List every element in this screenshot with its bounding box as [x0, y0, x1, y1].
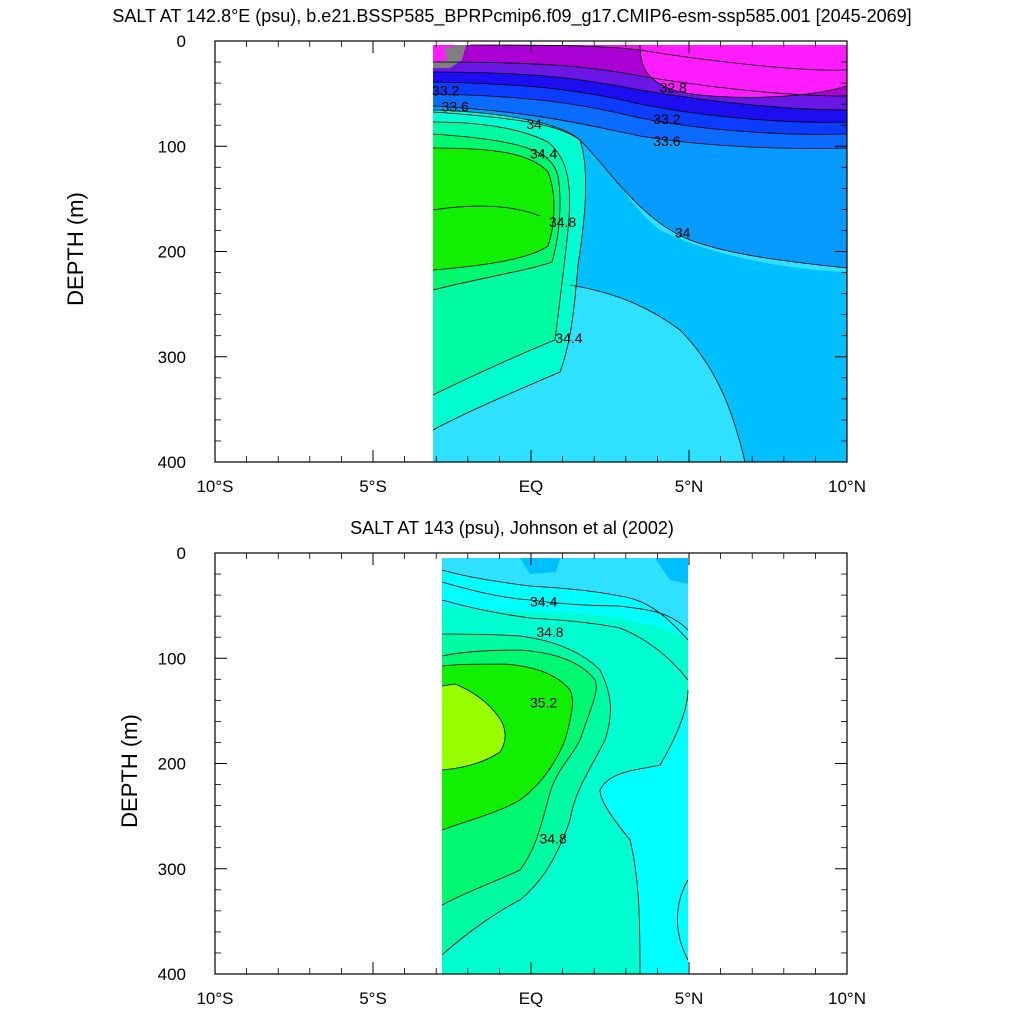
- bottom-x-tick-label: 10°S: [196, 989, 233, 1008]
- top-contour-line: [432, 105, 848, 149]
- bottom-panel-salinity-fill: [441, 558, 689, 975]
- top-y-tick-label: 200: [158, 243, 186, 262]
- top-contour-label: 34.4: [555, 330, 582, 346]
- contour-labels-layer: 32.833.233.633.233.63434.43434.834.434.4…: [432, 79, 691, 846]
- top-contour-line: [432, 93, 848, 135]
- bottom-contour-label: 35.2: [530, 695, 557, 711]
- top-y-tick-label: 100: [158, 137, 186, 156]
- bottom-contour-line: [441, 663, 573, 831]
- top-contour-line: [432, 205, 541, 217]
- bottom-y-tick-label: 400: [158, 965, 186, 984]
- top-contour-line: [432, 111, 848, 269]
- top-contour-line: [432, 109, 587, 431]
- bottom-fill-cyan-light: [442, 558, 688, 640]
- bottom-fill-sky-patch-2: [655, 558, 688, 584]
- bottom-x-tick-label: 5°N: [675, 989, 704, 1008]
- top-contour-line: [432, 61, 848, 97]
- bottom-contour-label: 34.8: [536, 624, 563, 640]
- bottom-y-tick-label: 300: [158, 860, 186, 879]
- top-x-tick-label: 5°N: [675, 477, 704, 496]
- bottom-fill-cyan-band: [442, 582, 688, 680]
- top-contour-line: [432, 133, 561, 291]
- top-contour-line: [432, 121, 571, 396]
- top-contour-line: [432, 81, 848, 123]
- top-contour-line: [432, 71, 848, 111]
- bottom-contour-line: [441, 581, 689, 631]
- bottom-contour-label: 34.4: [530, 593, 557, 609]
- bottom-fill-sky-patch: [520, 558, 560, 574]
- chart-title-bottom: SALT AT 143 (psu), Johnson et al (2002): [350, 518, 674, 538]
- top-contour-label: 34.8: [549, 214, 576, 230]
- bottom-x-tick-label: EQ: [519, 989, 544, 1008]
- bottom-contour-line: [677, 879, 689, 961]
- bottom-contour-label: 34.8: [539, 830, 566, 846]
- top-contour-label: 33.6: [442, 98, 469, 114]
- top-contour-label: 34: [675, 225, 691, 241]
- bottom-contour-lines: [441, 569, 689, 975]
- top-contour-label: 33.6: [653, 133, 680, 149]
- top-fill-gray-inner: [444, 46, 462, 64]
- top-axes: 10°S 5°S EQ 5°N 10°N 0 100 200 300 400: [158, 32, 866, 496]
- bottom-contour-line: [441, 569, 689, 641]
- bottom-axes: 10°S 5°S EQ 5°N 10°N 0 100 200 300 400: [158, 544, 866, 1008]
- bottom-contour-line: [599, 689, 689, 975]
- top-contour-line: [569, 284, 746, 463]
- bottom-y-tick-label: 0: [177, 544, 186, 563]
- bottom-y-tick-label: 200: [158, 755, 186, 774]
- bottom-y-tick-label: 100: [158, 649, 186, 668]
- top-contour-line: [432, 147, 555, 271]
- top-fill-sky: [433, 100, 847, 462]
- bottom-contour-labels: 34.4 34.8 35.2 34.8: [530, 593, 567, 846]
- bottom-contour-line: [441, 633, 611, 956]
- top-contour-label: 32.8: [660, 79, 687, 95]
- top-x-tick-label: 5°S: [359, 477, 387, 496]
- bottom-contour-line: [441, 683, 506, 771]
- top-contour-label: 34: [526, 116, 542, 132]
- top-contour-line: [639, 44, 848, 98]
- bottom-contour-line: [441, 599, 689, 681]
- bottom-contour-line: [441, 649, 597, 906]
- top-x-tick-label: 10°S: [196, 477, 233, 496]
- axes-layer: 10°S 5°S EQ 5°N 10°N 0 100 200 300 400 10°S 5°S EQ 5°…: [158, 32, 866, 1008]
- top-y-tick-label: 400: [158, 453, 186, 472]
- bottom-x-tick-label: 5°S: [359, 989, 387, 1008]
- top-contour-label: 34.4: [530, 146, 557, 162]
- top-fill-green-core: [433, 148, 554, 270]
- chart-title-top: SALT AT 142.8°E (psu), b.e21.BSSP585_BPR…: [112, 6, 912, 26]
- top-x-tick-label: 10°N: [828, 477, 866, 496]
- top-panel-salinity-fill: [432, 44, 848, 463]
- top-contour-lines: [432, 44, 848, 463]
- top-x-tick-label: EQ: [519, 477, 544, 496]
- top-contour-label: 33.2: [432, 83, 459, 99]
- top-y-tick-label: 0: [177, 32, 186, 51]
- bottom-fill-lime-core: [442, 684, 506, 770]
- top-contour-label: 33.2: [653, 111, 680, 127]
- top-y-tick-label: 300: [158, 348, 186, 367]
- bottom-x-tick-label: 10°N: [828, 989, 866, 1008]
